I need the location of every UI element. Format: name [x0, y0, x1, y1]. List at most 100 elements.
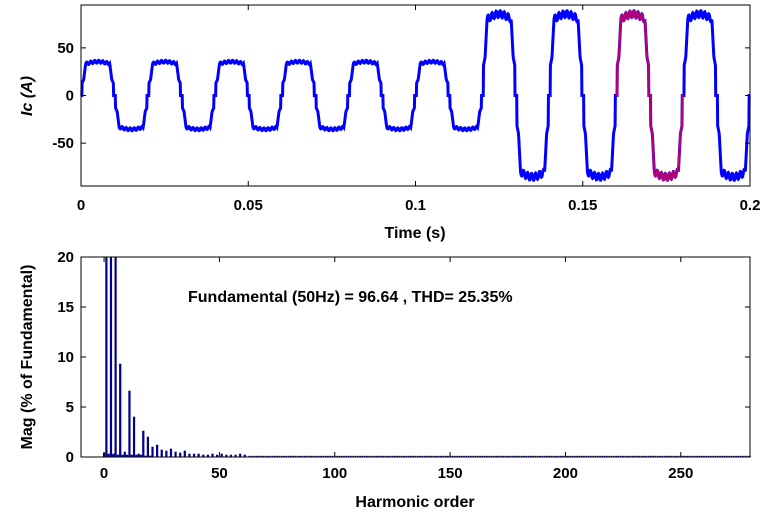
harmonic-bar-residual: [601, 455, 604, 457]
harmonic-bar-residual: [610, 455, 613, 457]
harmonic-bar-residual: [513, 455, 516, 457]
harmonic-bar-residual: [543, 455, 546, 457]
harmonic-bar-residual: [652, 455, 654, 457]
harmonic-bar-residual: [509, 455, 511, 457]
harmonic-bar-residual: [338, 455, 341, 457]
harmonic-bar-residual: [615, 455, 617, 457]
current-y-axis-label: Ic (A): [19, 76, 36, 116]
harmonic-bar-residual: [267, 455, 269, 457]
harmonic-bar-residual: [536, 455, 539, 457]
harmonic-bar-residual: [596, 455, 599, 457]
harmonic-bar-residual: [451, 455, 454, 457]
spectrum-y-tick-label: 0: [66, 449, 74, 466]
harmonic-bar-residual: [670, 455, 673, 457]
harmonic-bar-residual: [426, 455, 428, 457]
harmonic-bar-residual: [571, 455, 574, 457]
current-x-tick-label: 0.1: [405, 197, 426, 214]
harmonic-bar-residual: [410, 455, 412, 457]
harmonic-bar-residual: [744, 455, 747, 457]
harmonic-bar-residual: [430, 455, 433, 457]
harmonic-bar-residual: [350, 455, 352, 457]
harmonic-bar-residual: [728, 455, 731, 457]
spectrum-x-tick-label: 50: [211, 465, 228, 482]
harmonic-bar-residual: [292, 455, 295, 457]
harmonic-bar-residual: [370, 455, 373, 457]
harmonic-bar-residual: [419, 455, 421, 457]
harmonic-bar-residual: [412, 455, 414, 457]
current-y-tick-label: 50: [57, 40, 74, 57]
harmonic-bar-residual: [585, 455, 588, 457]
harmonic-bar-residual: [299, 455, 301, 457]
harmonic-bar-residual: [313, 455, 315, 457]
harmonic-bar-residual: [703, 455, 705, 457]
harmonic-bar-residual: [546, 455, 548, 457]
harmonic-bar-residual: [696, 455, 698, 457]
harmonic-bar-residual: [742, 455, 744, 457]
harmonic-bar-residual: [518, 455, 521, 457]
harmonic-bar-residual: [486, 455, 488, 457]
harmonic-bar-residual: [320, 455, 322, 457]
harmonic-bar-residual: [421, 455, 424, 457]
harmonic-bar-residual: [587, 455, 590, 457]
harmonic-bar-residual: [691, 455, 694, 457]
harmonic-bar-residual: [322, 455, 325, 457]
harmonic-bar-residual: [260, 455, 262, 457]
harmonic-bar-residual: [458, 455, 461, 457]
harmonic-bar-residual: [366, 455, 368, 457]
harmonic-bar-residual: [592, 455, 594, 457]
harmonic-bar-residual: [594, 455, 597, 457]
harmonic-bar: [123, 451, 126, 458]
harmonic-bar-residual: [262, 455, 265, 457]
harmonic-bar-residual: [329, 455, 331, 457]
harmonic-bar-residual: [488, 455, 491, 457]
harmonic-bar-residual: [343, 455, 345, 457]
harmonic-bar: [169, 448, 173, 458]
current-x-tick-label: 0.15: [568, 197, 597, 214]
harmonic-bar-residual: [269, 455, 271, 457]
harmonic-bar-residual: [730, 455, 733, 457]
harmonic-bar-residual: [721, 455, 724, 457]
harmonic-bar-residual: [377, 455, 380, 457]
harmonic-bar-residual: [400, 455, 403, 457]
harmonic-bar: [160, 449, 163, 458]
harmonic-bar: [146, 436, 149, 458]
harmonic-bar-residual: [599, 455, 601, 457]
harmonic-bar-residual: [363, 455, 366, 457]
harmonic-bar-residual: [548, 455, 551, 457]
harmonic-bar-residual: [608, 455, 611, 457]
harmonic-bar-residual: [290, 455, 292, 457]
harmonic-bar-residual: [735, 455, 737, 457]
harmonic-bar-residual: [633, 455, 636, 457]
harmonic-bar-residual: [446, 455, 449, 457]
harmonic-bar-residual: [405, 455, 408, 457]
harmonic-bar-residual: [622, 455, 624, 457]
harmonic-bar-residual: [280, 455, 283, 457]
harmonic-bar-residual: [257, 455, 260, 457]
harmonic-bar-residual: [631, 455, 634, 457]
harmonic-bar-residual: [624, 455, 627, 457]
harmonic-bar-residual: [387, 455, 389, 457]
spectrum-y-tick-label: 20: [57, 249, 74, 266]
harmonic-bar-residual: [483, 455, 486, 457]
harmonic-bar-residual: [677, 455, 680, 457]
harmonic-bar-residual: [437, 455, 440, 457]
harmonic-bar: [174, 451, 177, 458]
harmonic-bar-residual: [643, 455, 645, 457]
spectrum-x-ticks: 0 50 100 150 200 250: [100, 257, 693, 482]
harmonic-bar-residual: [617, 455, 620, 457]
harmonic-bar-residual: [682, 455, 684, 457]
harmonic-bar-residual: [301, 455, 304, 457]
harmonic-bar-residual: [373, 455, 375, 457]
harmonic-bar-residual: [553, 455, 555, 457]
harmonic-bar-residual: [580, 455, 583, 457]
harmonic-bar: [156, 444, 159, 458]
harmonic-bar-residual: [656, 455, 659, 457]
harmonic-bar-residual: [361, 455, 364, 457]
harmonic-bar-residual: [525, 455, 528, 457]
harmonic-bar-residual: [654, 455, 657, 457]
harmonic-bar-residual: [709, 455, 712, 457]
harmonic-bar-residual: [497, 455, 500, 457]
harmonic-bar-residual: [523, 455, 525, 457]
harmonic-bar-residual: [698, 455, 701, 457]
harmonic-bar-residual: [566, 455, 569, 457]
